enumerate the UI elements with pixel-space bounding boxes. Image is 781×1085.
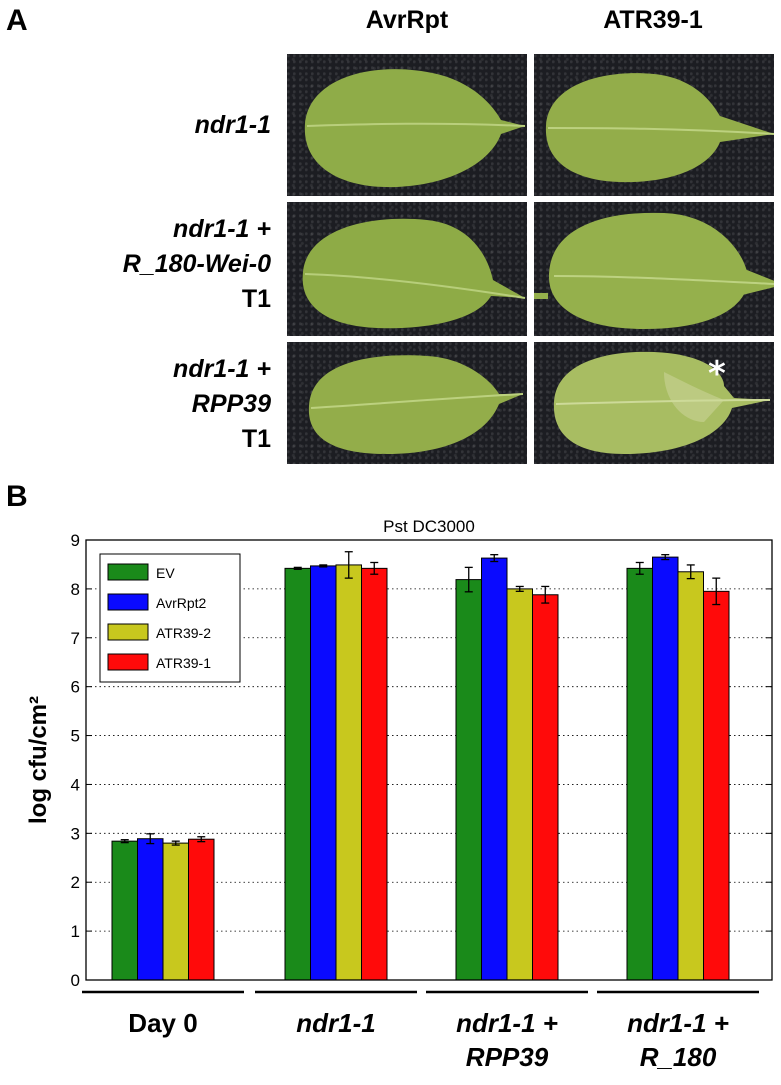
bar (361, 567, 388, 981)
row-label-generation: T1 (241, 285, 271, 313)
legend-label: ATR39-1 (156, 655, 211, 671)
x-category-label: ndr1-1 + (627, 1008, 729, 1038)
leaf-photo-ndr1-avrrpt (287, 54, 527, 196)
y-tick-label: 1 (71, 922, 80, 941)
leaf-photo-r180-avrrpt (287, 202, 527, 336)
column-label-avrrpt: AvrRpt (365, 6, 449, 34)
row-label-generation: T1 (241, 425, 271, 453)
bar (188, 838, 215, 981)
panel-b-letter: B (6, 480, 28, 513)
bar (703, 590, 730, 981)
leaf-photo-ndr1-atr39 (534, 54, 774, 196)
y-tick-label: 6 (71, 678, 80, 697)
bar (532, 594, 559, 981)
y-tick-label: 2 (71, 873, 80, 892)
bar (506, 588, 533, 981)
bar (111, 840, 138, 981)
x-category-label: RPP39 (466, 1042, 549, 1072)
bar (310, 565, 337, 981)
bar (284, 567, 311, 981)
leaf-photo-r180-atr39 (534, 202, 774, 336)
x-category-label: ndr1-1 + (456, 1008, 558, 1038)
legend-label: EV (156, 565, 175, 581)
y-tick-label: 8 (71, 580, 80, 599)
y-tick-label: 0 (71, 971, 80, 990)
chart-svg: Pst DC3000 0 1 2 3 4 5 6 7 8 9 log cfu/cm² Day 0 ndr1… (25, 517, 773, 1072)
leaf-photo-rpp39-atr39: * (534, 342, 774, 464)
x-category-label: Day 0 (128, 1008, 197, 1038)
x-category-label: R_180 (640, 1042, 717, 1072)
leaf-photo-rpp39-avrrpt (287, 342, 527, 464)
row-label-line: ndr1-1 (194, 111, 271, 139)
row-label-r180: ndr1-1 + R_180-Wei-0 T1 (123, 212, 271, 317)
bar (677, 571, 704, 981)
x-category-label: ndr1-1 (296, 1008, 375, 1038)
bar (162, 842, 189, 981)
asterisk-marker: * (708, 354, 726, 394)
legend-swatch (107, 623, 149, 641)
y-tick-label: 4 (71, 775, 80, 794)
row-label-rpp39: ndr1-1 + RPP39 T1 (173, 352, 271, 457)
bar (455, 579, 482, 981)
y-tick-label: 3 (71, 824, 80, 843)
y-tick-label: 7 (71, 629, 80, 648)
y-tick-label: 5 (71, 727, 80, 746)
bar (481, 557, 508, 981)
legend-swatch (107, 653, 149, 671)
y-tick-label: 9 (71, 531, 80, 550)
legend-label: AvrRpt2 (156, 595, 207, 611)
legend-label: ATR39-2 (156, 625, 211, 641)
row-label-line: ndr1-1 + (173, 215, 271, 243)
row-label-line: RPP39 (191, 390, 271, 418)
bar (137, 838, 164, 981)
row-label-line: R_180-Wei-0 (122, 250, 271, 278)
bar (626, 567, 653, 981)
column-label-atr39-1: ATR39-1 (603, 6, 703, 34)
plot-frame (85, 539, 773, 981)
panel-a-letter: A (6, 4, 28, 37)
row-label-line: ndr1-1 + (173, 355, 271, 383)
chart-title: Pst DC3000 (383, 517, 475, 536)
y-axis-label: log cfu/cm² (25, 696, 52, 824)
bar-chart: Pst DC3000 0 1 2 3 4 5 6 7 8 9 log cfu/cm² Day 0 ndr1… (0, 510, 781, 1080)
bar (335, 564, 362, 981)
legend-swatch (107, 563, 149, 581)
row-label-ndr1-1: ndr1-1 (195, 108, 271, 143)
legend-swatch (107, 593, 149, 611)
bar (652, 556, 679, 981)
